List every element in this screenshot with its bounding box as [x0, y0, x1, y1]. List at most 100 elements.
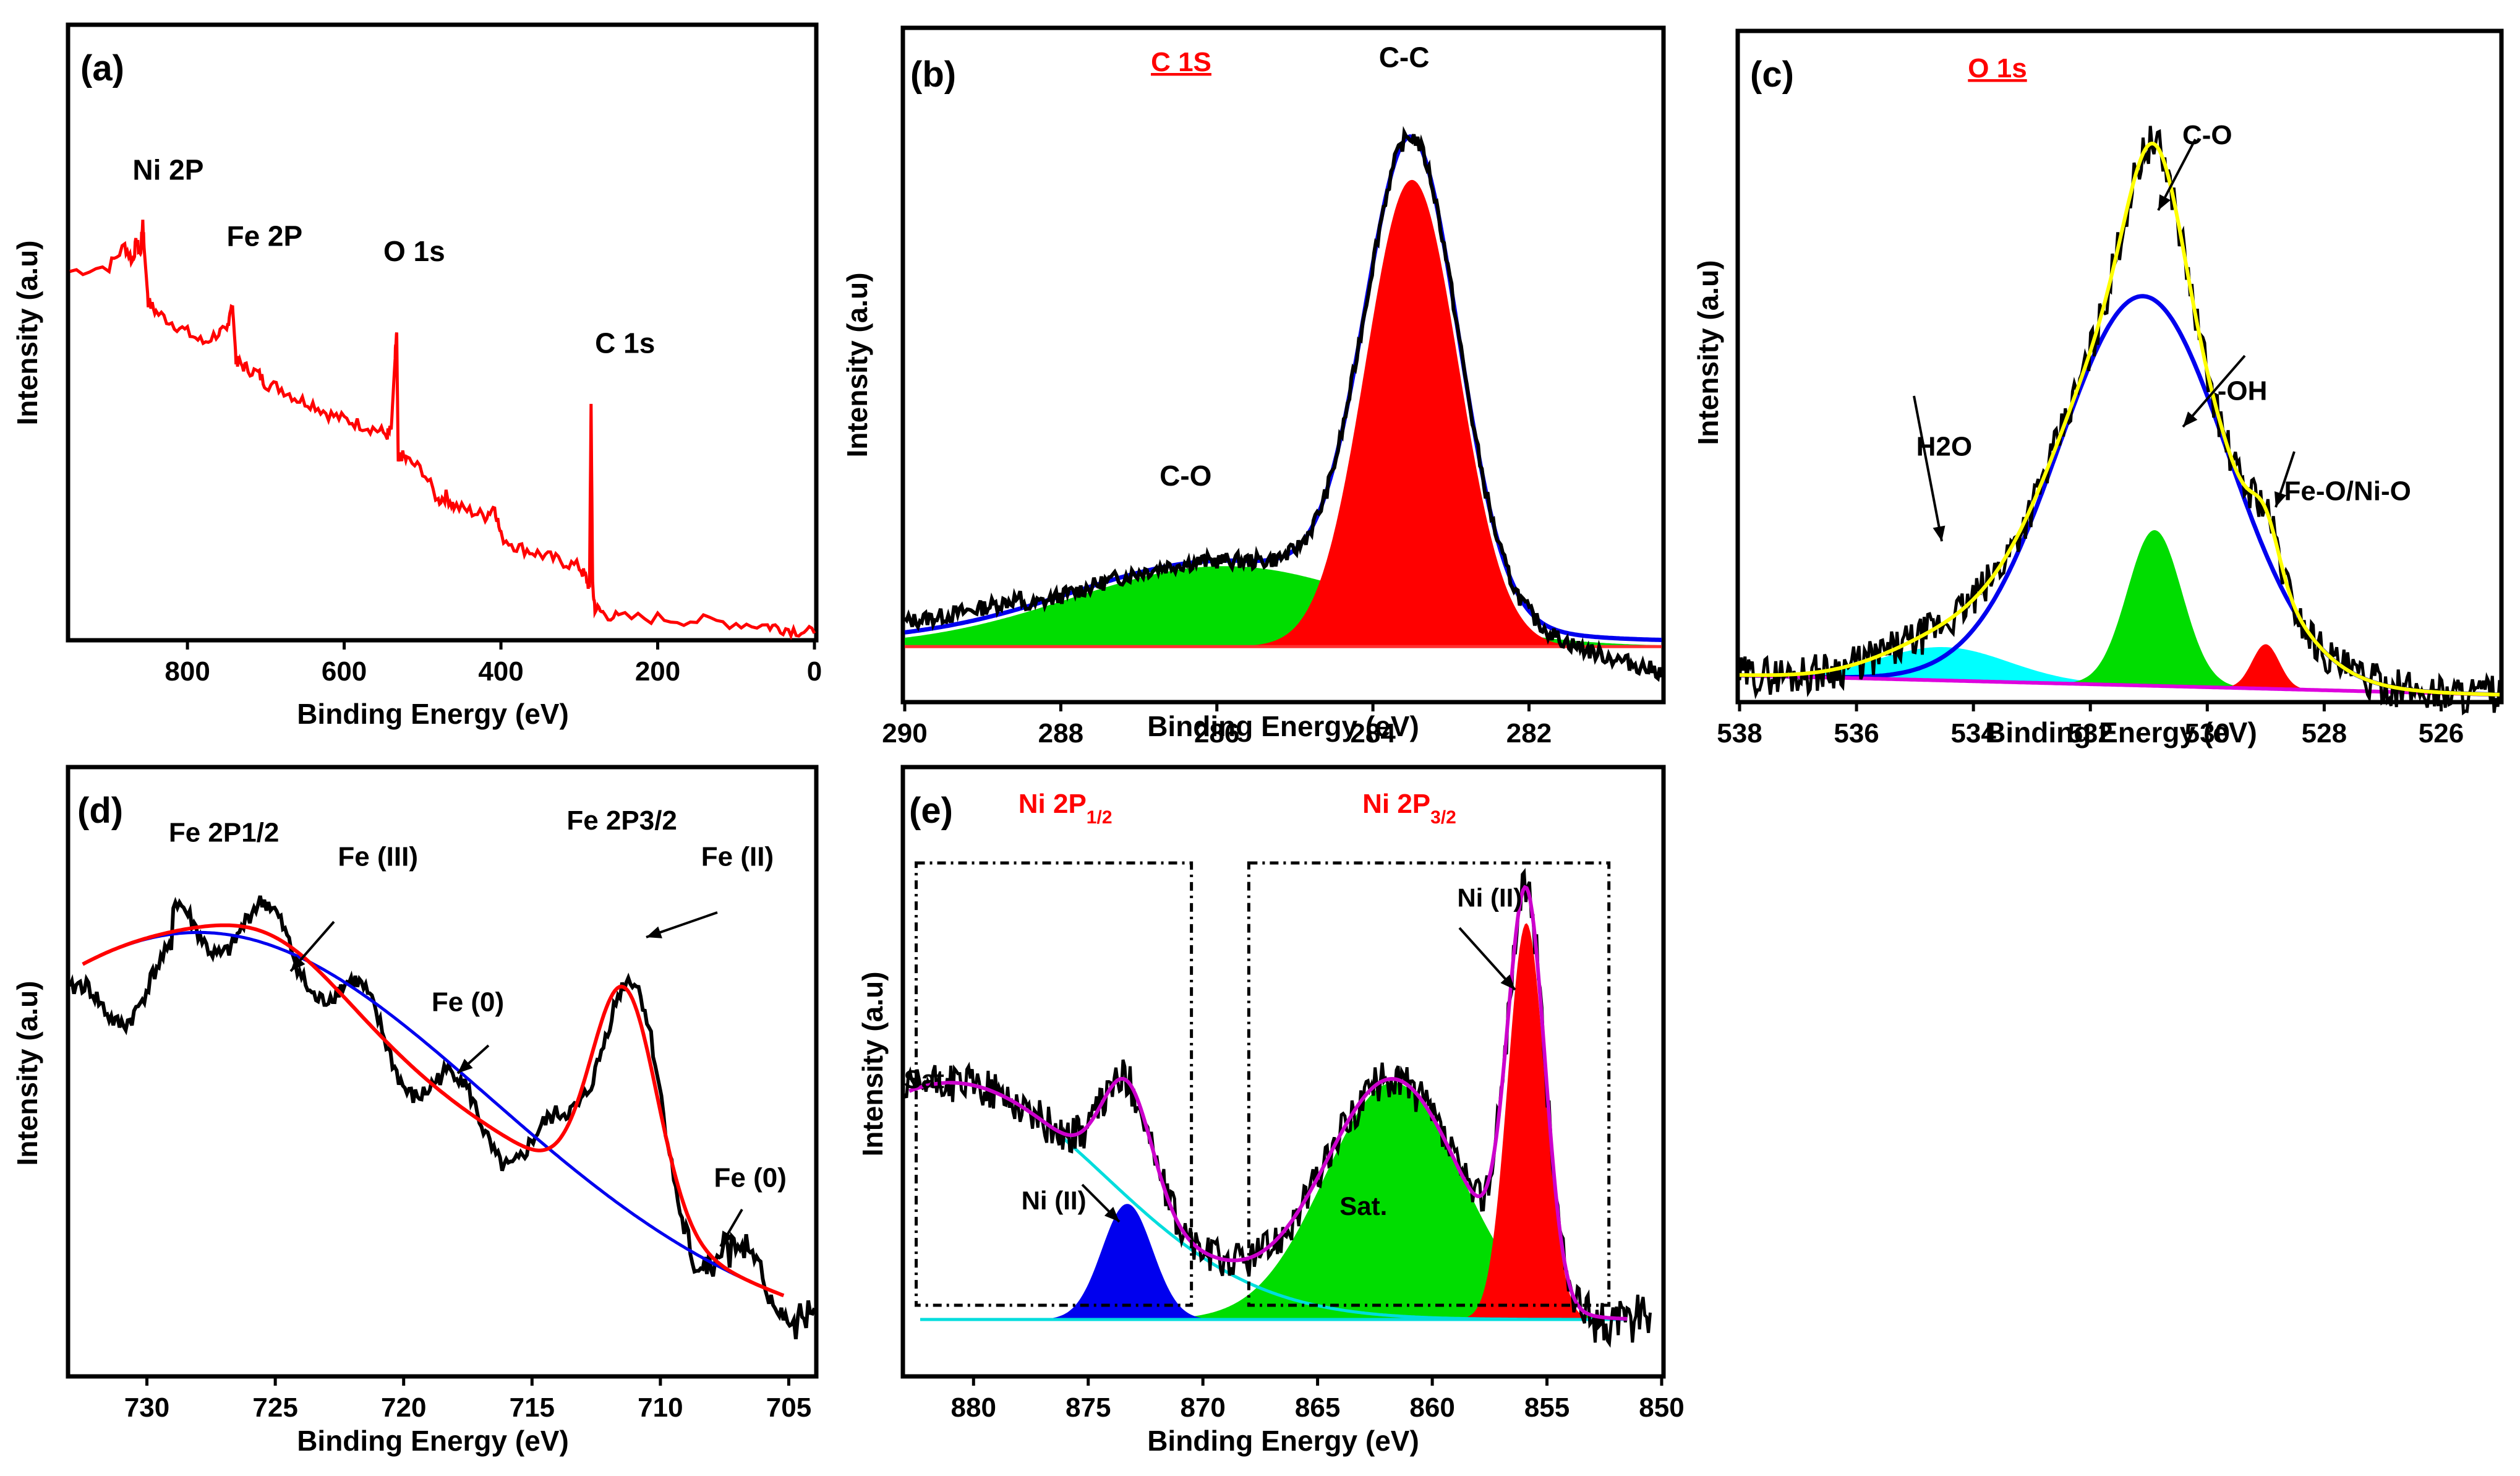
panel-a-ylabel: Intensity (a.u)	[11, 240, 43, 425]
panel-b-label: (b)	[910, 54, 956, 95]
panel-e-plot: 880 875 870 865 860 855 850 Ni 2P1/2 Ni 2P3/2 Ni …	[903, 789, 1685, 1423]
panel-c-arrow-h2o-head	[1933, 525, 1946, 541]
panel-b-peak-c-c	[905, 179, 1662, 647]
panel-d-xtick-label: 720	[381, 1392, 426, 1423]
panel-c-xlabel: Binding Energy (eV)	[1985, 716, 2257, 749]
panel-b-plot: 290 288 286 284 282 C-C C-O	[882, 41, 1664, 749]
panel-e-region-box-2	[1247, 861, 1611, 1307]
panel-a-annotation: Ni 2P	[132, 153, 203, 186]
panel-a-xtick-label: 800	[164, 656, 210, 687]
panel-d-xtick-label: 725	[252, 1392, 297, 1423]
panel-b-xlabel: Binding Energy (eV)	[1147, 710, 1419, 742]
panel-e-xtick-label: 870	[1180, 1392, 1225, 1423]
panel-c-title: O 1s	[1968, 53, 2027, 84]
panel-c-label: (c)	[1750, 54, 1794, 95]
panel-d-annotation: Fe 2P1/2	[169, 817, 280, 847]
panel-b-xtick-label: 282	[1506, 718, 1552, 749]
panel-d-annotation: Fe (II)	[701, 842, 774, 872]
panel-c-frame	[1735, 28, 2504, 705]
panel-e-xtick-label: 875	[1066, 1392, 1111, 1423]
panel-d-xtick-label: 730	[124, 1392, 169, 1423]
panel-e-xtick-label: 860	[1409, 1392, 1454, 1423]
panel-e-peak-ni-ii-32	[909, 923, 1628, 1319]
panel-c-envelope-line	[1740, 141, 2500, 697]
panel-a-xtick-label: 0	[807, 656, 822, 687]
panel-d-experimental-line	[68, 895, 816, 1340]
panel-c-xtick-label: 528	[2302, 718, 2347, 749]
panel-c-xtick-label: 532	[2068, 718, 2113, 749]
panel-b-xtick-label: 286	[1194, 718, 1239, 749]
panel-e-xtick-label: 865	[1295, 1392, 1340, 1423]
panel-b-experimental-line	[903, 126, 1664, 682]
panel-e-annotation: Ni 2P1/2	[1019, 789, 1113, 828]
panel-e-xtick-label: 850	[1639, 1392, 1684, 1423]
panel-a-label: (a)	[80, 48, 124, 88]
panel-d: (d) 730 725 720 715 710 705 Fe 2P1/2 Fe (III) Fe…	[11, 765, 819, 1457]
panel-d-ylabel: Intensity (a.u)	[11, 980, 43, 1165]
panel-e-envelope-line	[908, 885, 1628, 1321]
panel-a-xtick-label: 400	[478, 656, 523, 687]
panel-c-annotation: C-O	[2182, 120, 2232, 150]
panel-e-peak-ni-ii-12	[909, 1204, 1628, 1319]
panel-e-region-box-1	[915, 861, 1194, 1307]
panel-a-plot: 800 600 400 200 0 Ni 2P Fe 2P O 1s C 1s	[69, 153, 822, 687]
panel-d-xlabel: Binding Energy (eV)	[297, 1425, 569, 1457]
panel-d-arrow-fe-iii-head	[291, 956, 305, 971]
panel-c-peak-oh	[1740, 530, 2500, 695]
panel-e-peak-sat-32	[909, 1083, 1628, 1319]
panel-e-label: (e)	[909, 791, 953, 831]
panel-c-arrow-h2o	[1913, 395, 1943, 542]
panel-e-experimental-line	[903, 868, 1652, 1348]
panel-e-arrow-ni-ii-32-head	[1500, 974, 1515, 990]
panel-a-xtick-label: 200	[635, 656, 680, 687]
panel-d-label: (d)	[77, 791, 123, 831]
panel-e-arrow-ni-ii-12-head	[1104, 1206, 1119, 1222]
panel-a-xtick-label: 600	[322, 656, 367, 687]
panel-b: (b) C 1S 290 288 286 284 282 C-C C-O Binding E…	[841, 25, 1666, 749]
panel-e-annotation: Sat.	[904, 1065, 952, 1094]
panel-e-annotation: Ni (II)	[1457, 883, 1522, 912]
panel-c-arrow-fe-o-head	[2274, 491, 2287, 507]
panel-b-xtick-label: 290	[882, 718, 927, 749]
panel-c-experimental-line	[1738, 126, 2501, 716]
panel-e-xtick-label: 880	[951, 1392, 996, 1423]
panel-d-arrow-fe-0-head	[458, 1058, 473, 1073]
panel-b-title: C 1S	[1151, 47, 1211, 77]
panel-a-xlabel: Binding Energy (eV)	[297, 698, 569, 730]
panel-a-frame	[66, 22, 819, 643]
panel-c-arrow-c-o-head	[2158, 194, 2171, 210]
panel-a-annotation: Fe 2P	[226, 220, 302, 252]
panel-c-xtick-label: 534	[1950, 718, 1996, 749]
panel-d-annotation: Fe (III)	[338, 842, 418, 872]
panel-c-xtick-label: 530	[2185, 718, 2230, 749]
panel-e: (e) 880 875 870 865 860 855 850 Ni 2P1/2 Ni 2P3/…	[856, 765, 1685, 1457]
panel-d-xtick-label: 705	[766, 1392, 811, 1423]
panel-c-xtick-label: 536	[1834, 718, 1879, 749]
panel-a: (a) 800 600 400 200 0 Ni 2P Fe 2P O 1s C 1s Bind…	[11, 22, 822, 730]
panel-d-xtick-label: 710	[638, 1392, 683, 1423]
panel-d-background-line	[82, 930, 785, 1297]
panel-a-annotation: O 1s	[383, 235, 445, 267]
panel-c-arrow-oh	[2182, 354, 2246, 428]
panel-b-annotation: C-C	[1379, 41, 1430, 74]
panel-e-xtick-label: 855	[1524, 1392, 1570, 1423]
panel-b-ylabel: Intensity (a.u)	[841, 272, 873, 457]
panel-c-annotation: Fe-O/Ni-O	[2284, 476, 2411, 506]
panel-d-plot: 730 725 720 715 710 705 Fe 2P1/2 Fe (III) Fe 2P3…	[68, 805, 816, 1423]
panel-c-annotation: -OH	[2218, 375, 2268, 406]
panel-b-annotation: C-O	[1160, 460, 1211, 492]
panel-c-peak-h2o	[1740, 647, 2500, 695]
panel-d-arrow-fe-0b-head	[720, 1230, 733, 1246]
panel-e-xlabel: Binding Energy (eV)	[1147, 1425, 1419, 1457]
panel-e-ylabel: Intensity (a.u)	[856, 971, 889, 1156]
panel-b-envelope-line	[904, 134, 1662, 642]
panel-d-arrow-fe-ii-head	[646, 926, 662, 938]
panel-c-ylabel: Intensity (a.u)	[1692, 260, 1724, 445]
panel-d-annotation: Fe 2P3/2	[566, 805, 677, 836]
panel-b-frame	[900, 25, 1666, 705]
panel-a-survey-line	[69, 220, 816, 640]
panel-e-annotation-sub: 1/2	[1087, 807, 1113, 828]
panel-c-xtick-label: 538	[1717, 718, 1762, 749]
